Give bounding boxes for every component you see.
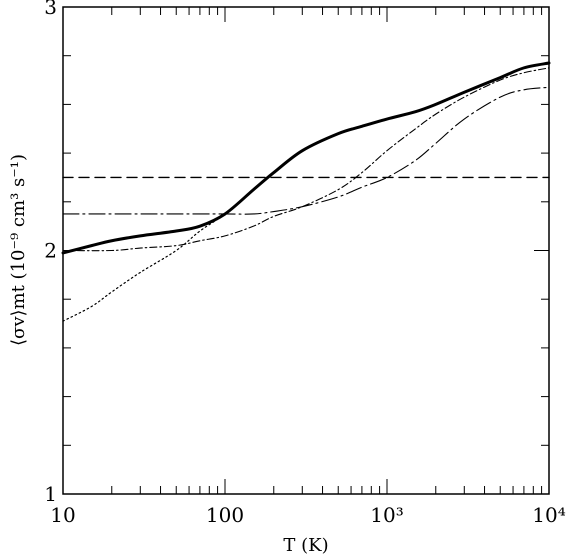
axis-ticks bbox=[62, 6, 549, 495]
series-line-long-dash-dot bbox=[62, 86, 550, 215]
y-tick-label: 2 bbox=[44, 239, 57, 263]
y-tick-label: 3 bbox=[44, 0, 57, 19]
x-axis-label: T (K) bbox=[283, 535, 328, 556]
x-tick-label: 10⁴ bbox=[532, 503, 565, 527]
series-line-dotted bbox=[62, 171, 275, 322]
plot-frame bbox=[62, 6, 550, 495]
y-tick-label: 1 bbox=[44, 482, 57, 506]
x-tick-label: 10³ bbox=[370, 503, 403, 527]
x-tick-label: 10 bbox=[50, 503, 75, 527]
series-line-solid-thick bbox=[61, 61, 551, 255]
series-group bbox=[61, 61, 551, 322]
tick-labels: 10 100 10³ 10⁴ 1 2 3 bbox=[44, 0, 565, 527]
y-axis-label: ⟨σv⟩mt (10⁻⁹ cm³ s⁻¹) bbox=[8, 154, 29, 346]
series-line-dash-dot bbox=[62, 67, 550, 252]
x-tick-label: 100 bbox=[206, 503, 244, 527]
